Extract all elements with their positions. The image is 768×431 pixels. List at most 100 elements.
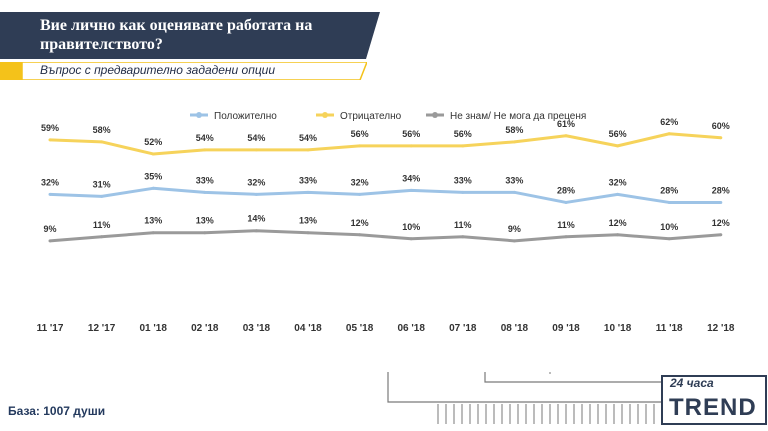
x-tick-label: 09 '18 <box>552 323 580 334</box>
data-point <box>48 138 52 142</box>
legend-swatch-dot <box>196 112 202 118</box>
subtitle-background <box>21 62 367 80</box>
series-line <box>49 186 721 204</box>
data-point <box>719 200 723 204</box>
data-point <box>203 231 207 235</box>
data-point <box>203 190 207 194</box>
data-point <box>461 144 465 148</box>
data-point <box>616 144 620 148</box>
data-point <box>306 148 310 152</box>
data-point <box>254 148 258 152</box>
data-label: 31% <box>93 179 111 189</box>
data-point <box>564 134 568 138</box>
data-point <box>461 235 465 239</box>
data-label: 34% <box>402 173 420 183</box>
x-tick-label: 01 '18 <box>139 323 167 334</box>
data-label: 28% <box>712 185 730 195</box>
data-label: 12% <box>609 218 627 228</box>
data-label: 60% <box>712 121 730 131</box>
data-point <box>512 190 516 194</box>
x-tick-label: 02 '18 <box>191 323 219 334</box>
data-label: 28% <box>660 185 678 195</box>
data-label: 11% <box>93 220 111 230</box>
data-point <box>100 235 104 239</box>
data-point <box>358 144 362 148</box>
data-label: 28% <box>557 185 575 195</box>
data-point <box>461 190 465 194</box>
series-line <box>49 229 721 243</box>
legend-swatch-dot <box>432 112 438 118</box>
title-banner: Вие лично как оценявате работата на прав… <box>0 12 380 59</box>
trend-logo-graphic: 24 часа TREND <box>661 375 767 425</box>
data-point <box>512 239 516 243</box>
data-label: 10% <box>402 222 420 232</box>
x-tick-label: 07 '18 <box>449 323 477 334</box>
subtitle-accent <box>0 62 22 80</box>
data-label: 54% <box>196 133 214 143</box>
x-tick-label: 12 '17 <box>88 323 116 334</box>
data-label: 32% <box>247 177 265 187</box>
data-label: 14% <box>247 214 265 224</box>
svg-text:24 часа: 24 часа <box>669 376 714 390</box>
data-label: 9% <box>508 224 521 234</box>
data-label: 11% <box>454 220 472 230</box>
data-point <box>409 144 413 148</box>
data-label: 13% <box>299 216 317 226</box>
data-point <box>667 237 671 241</box>
title-banner-background <box>22 12 380 59</box>
data-label: 32% <box>351 177 369 187</box>
data-point <box>358 233 362 237</box>
data-label: 56% <box>609 129 627 139</box>
data-label: 11% <box>557 220 575 230</box>
x-tick-label: 12 '18 <box>707 323 735 334</box>
data-label: 59% <box>41 123 59 133</box>
data-point <box>100 140 104 144</box>
data-label: 62% <box>660 117 678 127</box>
x-tick-label: 11 '17 <box>37 323 64 334</box>
data-label: 12% <box>351 218 369 228</box>
data-label: 33% <box>196 175 214 185</box>
line-chart: Положително Отрицателно Не знам/ Не мога д… <box>37 111 735 334</box>
base-note: База: 1007 души <box>8 404 106 418</box>
data-point <box>48 192 52 196</box>
data-label: 58% <box>505 125 523 135</box>
legend-swatch-dot <box>322 112 328 118</box>
data-label: 33% <box>454 175 472 185</box>
legend-label: Не знам/ Не мога да преценя <box>450 111 586 122</box>
data-label: 32% <box>41 177 59 187</box>
data-point <box>306 231 310 235</box>
data-point <box>409 237 413 241</box>
legend-label: Отрицателно <box>340 111 402 122</box>
x-tick-label: 06 '18 <box>397 323 425 334</box>
data-label: 13% <box>196 216 214 226</box>
page-subtitle: Въпрос с предварително зададени опции <box>40 63 276 77</box>
data-label: 13% <box>144 216 162 226</box>
data-label: 61% <box>557 119 575 129</box>
data-point <box>667 132 671 136</box>
page-title: Вие лично как оценявате работата на прав… <box>40 17 313 53</box>
data-point <box>203 148 207 152</box>
data-label: 33% <box>299 175 317 185</box>
trend-logo: 24 часа TREND <box>660 368 768 426</box>
data-point <box>719 136 723 140</box>
data-point <box>151 152 155 156</box>
data-label: 10% <box>660 222 678 232</box>
data-point <box>512 140 516 144</box>
data-point <box>254 229 258 233</box>
data-point <box>100 194 104 198</box>
x-tick-label: 11 '18 <box>656 323 683 334</box>
data-point <box>564 200 568 204</box>
data-label: 33% <box>505 175 523 185</box>
data-label: 32% <box>609 177 627 187</box>
data-label: 56% <box>351 129 369 139</box>
data-point <box>616 192 620 196</box>
data-label: 58% <box>93 125 111 135</box>
data-point <box>254 192 258 196</box>
x-tick-label: 05 '18 <box>346 323 374 334</box>
data-point <box>564 235 568 239</box>
x-tick-label: 10 '18 <box>604 323 632 334</box>
data-point <box>306 190 310 194</box>
data-label: 56% <box>454 129 472 139</box>
x-tick-label: 04 '18 <box>294 323 322 334</box>
data-point <box>151 231 155 235</box>
